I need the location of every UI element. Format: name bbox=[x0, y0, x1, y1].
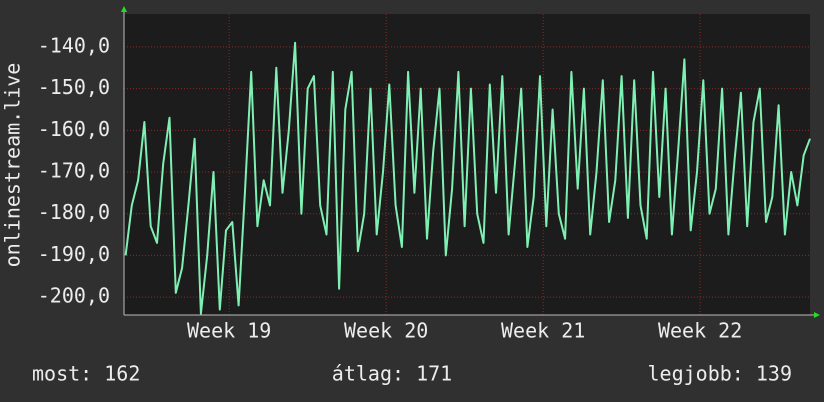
y-tick-label: -200,0 bbox=[38, 284, 110, 308]
y-tick-label: -190,0 bbox=[38, 242, 110, 266]
footer-stat: most: 162 bbox=[32, 362, 140, 386]
y-arrow bbox=[121, 6, 127, 12]
y-tick-label: -160,0 bbox=[38, 117, 110, 141]
x-tick-label: Week 21 bbox=[501, 319, 585, 343]
footer-stat: legjobb: 139 bbox=[648, 362, 793, 386]
y-tick-label: -170,0 bbox=[38, 159, 110, 183]
line-series bbox=[124, 41, 811, 315]
footer-stat: átlag: 171 bbox=[332, 362, 452, 386]
y-axis-label: onlinestream.live bbox=[1, 63, 25, 268]
plot bbox=[124, 41, 811, 315]
y-tick-label: -140,0 bbox=[38, 33, 110, 57]
y-tick-label: -150,0 bbox=[38, 75, 110, 99]
x-tick-label: Week 20 bbox=[344, 319, 428, 343]
x-arrow bbox=[814, 312, 820, 318]
y-tick-label: -180,0 bbox=[38, 200, 110, 224]
x-tick-label: Week 19 bbox=[187, 319, 271, 343]
x-tick-label: Week 22 bbox=[658, 319, 742, 343]
